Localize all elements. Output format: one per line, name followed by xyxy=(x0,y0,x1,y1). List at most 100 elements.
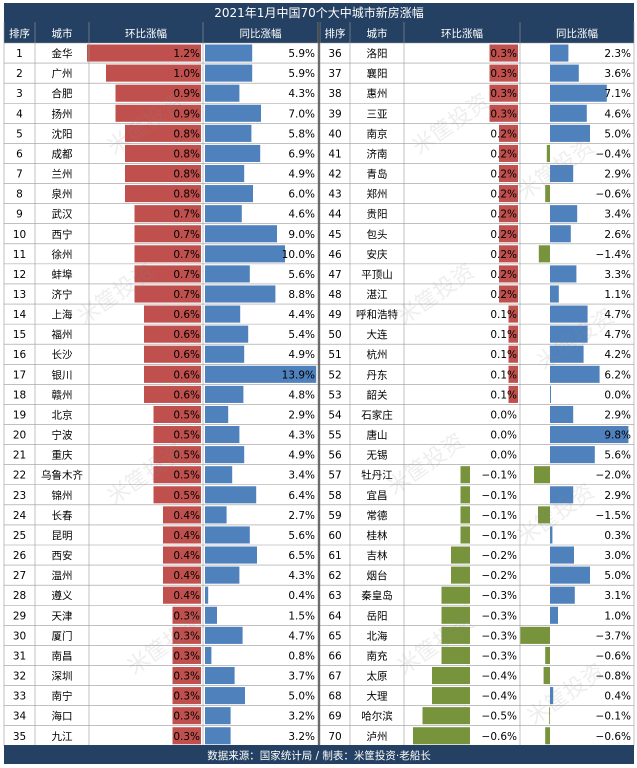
mom-value: 0.5% xyxy=(173,470,200,482)
city-cell: 扬州 xyxy=(52,107,73,120)
mom-bar xyxy=(172,666,201,685)
mom-bar xyxy=(499,265,518,283)
mom-value: 0.2% xyxy=(490,128,517,140)
mom-bar xyxy=(125,124,201,142)
city-cell: 济宁 xyxy=(52,288,73,301)
yoy-bar xyxy=(205,225,277,243)
yoy-bar xyxy=(205,365,317,383)
rank-cell: 69 xyxy=(328,711,341,723)
city-cell: 济南 xyxy=(367,147,388,160)
city-cell: 南充 xyxy=(367,649,388,662)
yoy-value: 0.4% xyxy=(288,590,315,602)
mom-value: 0.6% xyxy=(173,349,200,361)
mom-value: 0.1% xyxy=(490,389,517,401)
yoy-bar xyxy=(550,84,607,102)
mom-bar xyxy=(144,345,201,363)
rank-cell: 59 xyxy=(328,510,341,522)
city-cell: 兰州 xyxy=(52,168,73,181)
yoy-bar xyxy=(550,205,578,223)
mom-bar xyxy=(163,586,201,604)
mom-value: 0.6% xyxy=(173,389,200,401)
rank-cell: 44 xyxy=(328,209,342,221)
mom-value: −0.4% xyxy=(482,671,517,683)
city-cell: 金华 xyxy=(52,47,73,60)
rank-cell: 30 xyxy=(13,630,26,642)
footer-background xyxy=(4,745,634,764)
yoy-value: 2.3% xyxy=(604,48,631,60)
yoy-bar xyxy=(205,144,261,162)
mom-value: 0.5% xyxy=(173,430,200,442)
mom-value: 0.4% xyxy=(173,510,200,522)
mom-bar xyxy=(134,265,201,283)
city-cell: 海口 xyxy=(52,710,73,723)
yoy-bar xyxy=(550,124,590,142)
rank-cell: 20 xyxy=(13,430,26,442)
yoy-bar xyxy=(545,646,550,664)
rank-cell: 39 xyxy=(328,108,341,120)
mom-bar xyxy=(172,707,201,725)
mom-value: −0.2% xyxy=(482,550,517,562)
mom-bar xyxy=(441,626,470,644)
mom-value: 0.2% xyxy=(490,169,517,181)
mom-value: 0.1% xyxy=(490,329,517,341)
city-cell: 平顶山 xyxy=(361,269,393,281)
yoy-bar xyxy=(205,405,229,424)
yoy-value: −0.4% xyxy=(596,148,631,160)
mom-value: 1.2% xyxy=(173,48,200,60)
city-cell: 长沙 xyxy=(52,349,73,361)
mom-bar xyxy=(163,566,201,584)
yoy-bar xyxy=(545,727,550,745)
city-cell: 泸州 xyxy=(367,731,388,743)
mom-value: −0.1% xyxy=(482,530,517,542)
city-cell: 青岛 xyxy=(367,168,388,181)
rank-cell: 41 xyxy=(328,148,341,160)
yoy-value: 4.6% xyxy=(288,209,315,221)
city-cell: 湛江 xyxy=(367,289,388,301)
yoy-bar xyxy=(520,626,550,644)
yoy-bar xyxy=(550,164,574,183)
rank-cell: 50 xyxy=(328,329,341,341)
yoy-value: 5.0% xyxy=(288,691,315,703)
mom-value: −0.5% xyxy=(482,711,517,723)
yoy-bar xyxy=(205,265,250,283)
city-cell: 岳阳 xyxy=(367,610,388,622)
yoy-bar xyxy=(550,285,559,303)
mom-bar xyxy=(460,466,470,484)
mom-bar xyxy=(163,546,201,564)
rank-cell: 64 xyxy=(328,610,342,622)
yoy-value: 5.0% xyxy=(604,570,631,582)
mom-value: 0.9% xyxy=(173,108,200,120)
yoy-value: 4.3% xyxy=(288,570,315,582)
mom-value: 0.5% xyxy=(173,490,200,502)
mom-value: 0.3% xyxy=(173,731,200,743)
mom-value: 0.8% xyxy=(173,169,200,181)
city-cell: 深圳 xyxy=(52,671,73,683)
yoy-value: 4.9% xyxy=(288,169,315,181)
rank-cell: 45 xyxy=(328,229,341,241)
yoy-value: 5.8% xyxy=(288,128,315,140)
city-cell: 上海 xyxy=(52,308,73,321)
mom-value: 0.9% xyxy=(173,88,200,100)
yoy-bar xyxy=(550,446,595,464)
yoy-value: 5.9% xyxy=(288,68,315,80)
city-cell: 北京 xyxy=(52,408,73,421)
yoy-bar xyxy=(205,466,233,484)
mom-bar xyxy=(499,225,518,243)
yoy-bar xyxy=(550,325,588,343)
column-header: 排序 xyxy=(9,27,30,40)
mom-bar xyxy=(144,305,201,323)
mom-value: 0.8% xyxy=(173,189,200,201)
mom-value: 0.2% xyxy=(490,148,517,160)
yoy-value: 5.4% xyxy=(288,329,315,341)
mom-bar xyxy=(125,185,201,203)
yoy-bar xyxy=(550,526,553,544)
mom-value: −0.3% xyxy=(482,650,517,662)
mom-value: 0.5% xyxy=(173,409,200,421)
rank-cell: 58 xyxy=(328,490,341,502)
yoy-bar xyxy=(550,687,554,705)
source-note: 数据来源：国家统计局 / 制表：米筐投资·老船长 xyxy=(207,749,431,762)
mom-bar xyxy=(134,245,201,263)
mom-bar xyxy=(489,44,518,62)
cells-layer: 1 金华 1.2% 5.9% 2 广州 1.0% 5.9% 3 合肥 0.9% 4.3% 4 扬州 0.9%… xyxy=(13,47,631,743)
